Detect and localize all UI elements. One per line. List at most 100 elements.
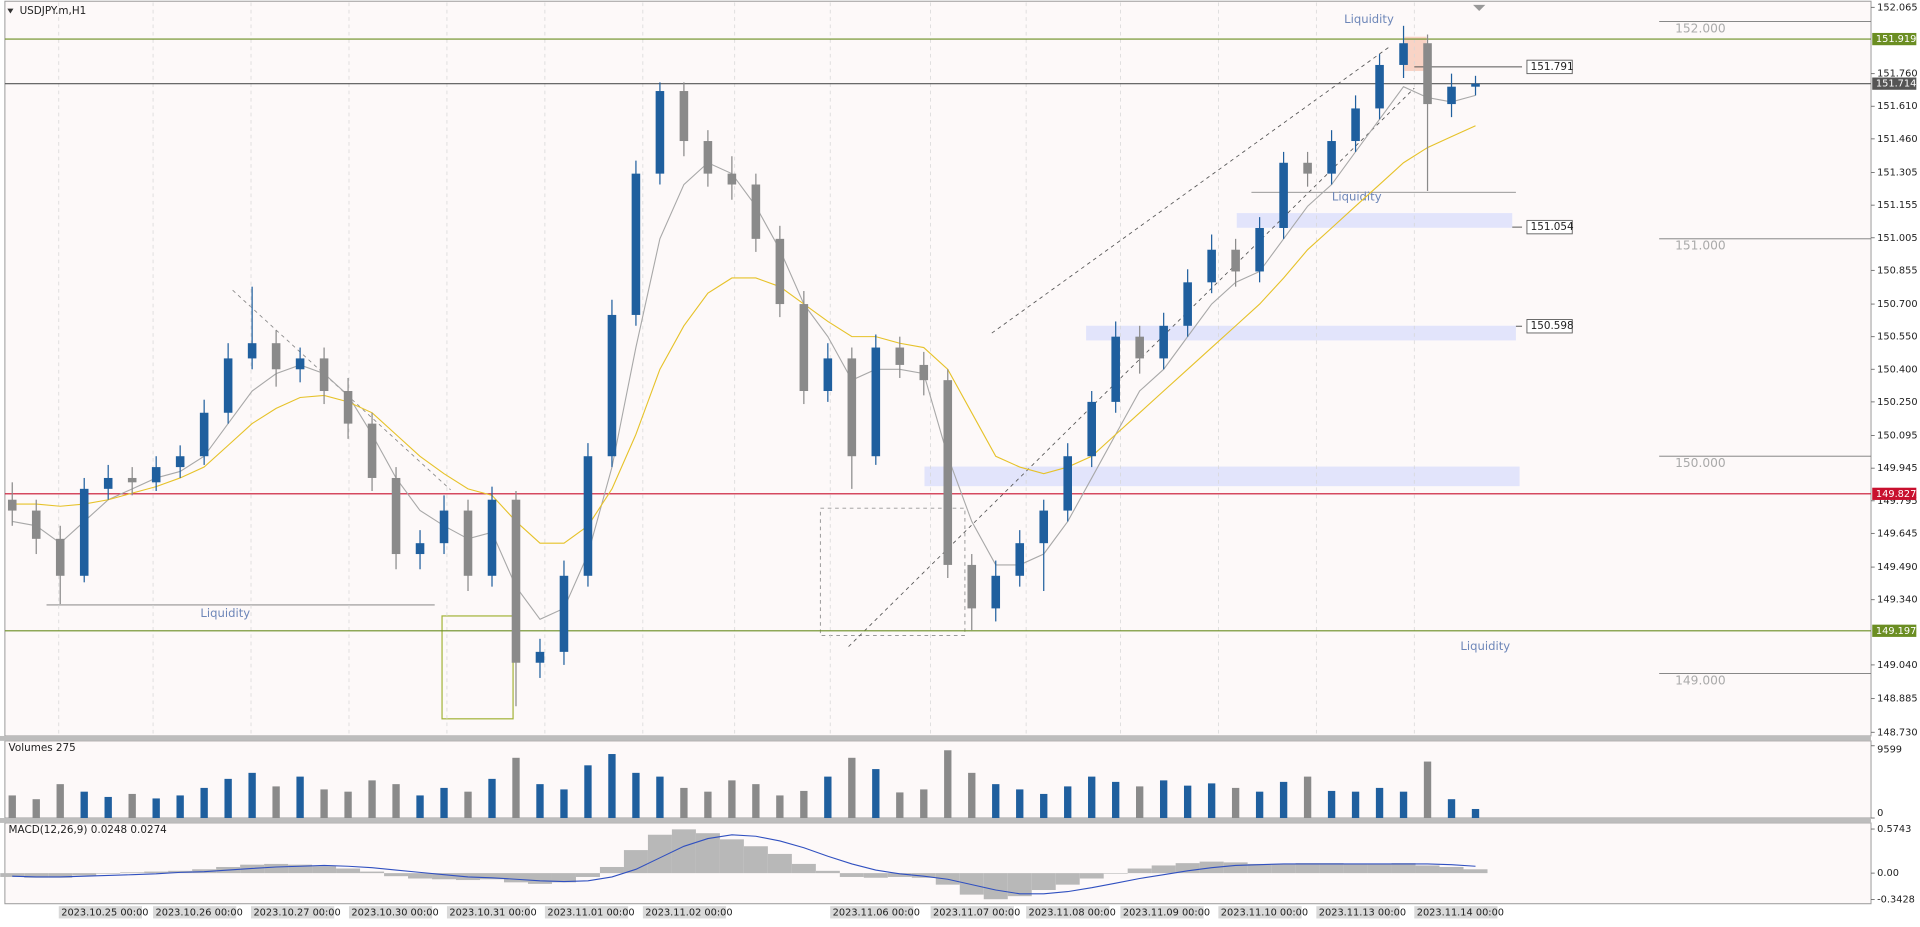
- time-label-bg: [58, 906, 143, 919]
- macd-histogram-bar: [1007, 873, 1032, 897]
- candle-body: [1111, 336, 1120, 402]
- marked-level-label: 151.791: [1531, 61, 1574, 73]
- time-label-bg: [153, 906, 237, 919]
- volume-bar: [1351, 791, 1360, 819]
- macd-histogram-bar: [1295, 863, 1320, 874]
- y-tick-label: 151.005: [1877, 233, 1917, 244]
- candle-body: [607, 314, 617, 457]
- volume-bar: [608, 754, 616, 819]
- macd-histogram-bar: [527, 873, 552, 884]
- time-label-bg: [544, 906, 629, 919]
- macd-histogram-bar: [1103, 873, 1128, 874]
- volume-bar: [1447, 799, 1456, 819]
- macd-histogram-bar: [887, 873, 912, 877]
- macd-tick-label: -0.3428: [1877, 894, 1915, 905]
- volume-bar: [200, 787, 208, 819]
- macd-histogram-bar: [647, 834, 672, 874]
- y-tick-label: 151.305: [1877, 168, 1917, 179]
- highlight: [1404, 36, 1427, 72]
- candle-body: [487, 499, 497, 576]
- box: [441, 615, 514, 720]
- candle-body: [751, 184, 761, 239]
- volume-bar: [632, 772, 640, 819]
- level-tag: [1872, 487, 1917, 500]
- time-label: 2023.11.14 00:00: [1417, 907, 1504, 918]
- volume-bar: [1255, 791, 1264, 819]
- volume-bar: [1375, 787, 1384, 819]
- volume-bar: [8, 795, 16, 819]
- y-tick-label: 151.460: [1877, 134, 1917, 145]
- time-label-bg: [1218, 906, 1302, 919]
- volume-bar: [32, 799, 40, 819]
- candle-body: [1207, 249, 1216, 283]
- candle-body: [7, 499, 17, 511]
- y-tick-label: 149.490: [1877, 562, 1917, 573]
- y-tick-label: 150.250: [1877, 397, 1917, 408]
- volume-bar: [272, 786, 280, 819]
- macd-histogram-bar: [719, 839, 744, 874]
- level-tag-label: 149.827: [1876, 489, 1916, 500]
- volume-bar: [848, 757, 856, 819]
- macd-tick-label: 0.00: [1877, 868, 1899, 879]
- time-label: 2023.10.26 00:00: [156, 907, 243, 918]
- time-label-bg: [251, 906, 335, 919]
- candle-body: [679, 91, 689, 142]
- volume-bar: [968, 772, 976, 819]
- volume-bar: [872, 769, 880, 819]
- macd-histogram-bar: [1055, 873, 1080, 885]
- time-label: 2023.11.13 00:00: [1319, 907, 1406, 918]
- y-tick-label: 149.795: [1877, 496, 1917, 507]
- candle-body: [151, 467, 161, 483]
- candle-body: [559, 575, 569, 652]
- y-tick-label: 151.760: [1877, 69, 1917, 80]
- macd-histogram-bar: [480, 873, 505, 880]
- level-tag: [1872, 32, 1917, 46]
- candle-body: [1039, 510, 1049, 544]
- macd-panel: [4, 822, 1872, 905]
- candle-body: [1135, 336, 1144, 359]
- volume-bar: [944, 750, 952, 819]
- separator: [0, 818, 1872, 823]
- volume-bar: [224, 778, 232, 819]
- time-label-bg: [830, 906, 914, 919]
- macd-histogram-bar: [1079, 873, 1104, 879]
- zone: [924, 466, 1520, 487]
- macd-histogram-bar: [575, 873, 600, 877]
- candle-body: [871, 347, 881, 457]
- volume-bar: [752, 784, 760, 819]
- macd-histogram-bar: [360, 871, 385, 874]
- ma-slow: [12, 125, 1476, 544]
- round-level-label: 150.000: [1675, 456, 1726, 470]
- time-label: 2023.11.01 00:00: [547, 907, 634, 918]
- macd-histogram-bar: [863, 873, 888, 878]
- macd-histogram-bar: [336, 868, 361, 874]
- candle-body: [799, 304, 809, 392]
- volume-bar: [1016, 789, 1024, 819]
- time-label: 2023.10.27 00:00: [253, 907, 340, 918]
- candle-body: [1351, 108, 1360, 142]
- round-level-label: 149.000: [1675, 673, 1726, 687]
- candle-body: [775, 238, 785, 305]
- macd-histogram-bar: [1271, 863, 1296, 874]
- candle-body: [847, 358, 857, 457]
- macd-histogram-bar: [120, 872, 145, 874]
- macd-histogram-bar: [1247, 863, 1272, 874]
- volume-bar: [56, 784, 64, 819]
- volume-bar: [824, 776, 832, 819]
- box: [819, 507, 966, 637]
- macd-histogram-bar: [144, 871, 169, 874]
- candle-body: [511, 499, 521, 663]
- candle-body: [727, 173, 737, 185]
- macd-histogram-bar: [1175, 863, 1200, 874]
- candle-body: [1015, 543, 1025, 576]
- macd-histogram-bar: [1367, 863, 1392, 874]
- candle-body: [1375, 64, 1384, 109]
- candle-body: [127, 477, 137, 483]
- macd-histogram-bar: [1319, 863, 1344, 874]
- candle-body: [1447, 86, 1456, 105]
- macd-histogram-bar: [911, 873, 936, 878]
- volume-bar: [1471, 808, 1480, 819]
- candle-body: [895, 347, 905, 365]
- volume-bar: [296, 776, 304, 819]
- y-tick-label: 149.340: [1877, 595, 1917, 606]
